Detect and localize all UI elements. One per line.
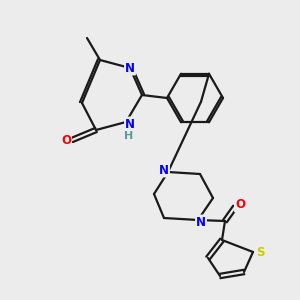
Text: N: N	[125, 61, 135, 74]
Text: N: N	[125, 118, 135, 130]
Text: O: O	[61, 134, 71, 146]
Text: S: S	[256, 245, 264, 259]
Text: O: O	[235, 199, 245, 212]
Text: N: N	[196, 215, 206, 229]
Text: N: N	[159, 164, 169, 176]
Text: H: H	[124, 131, 134, 141]
